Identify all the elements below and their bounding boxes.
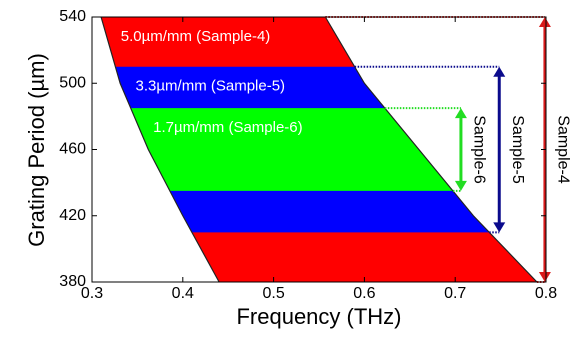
y-axis-title: Grating Period (µm) <box>24 53 49 247</box>
band-label: 1.7µm/mm (Sample-6) <box>153 119 303 136</box>
x-tick-label: 0.5 <box>262 285 284 302</box>
x-axis-title: Frequency (THz) <box>236 304 401 329</box>
x-tick-label: 0.8 <box>535 285 557 302</box>
boundary-line <box>324 16 538 283</box>
arrow-label: Sample-4 <box>555 115 572 184</box>
arrow-label: Sample-6 <box>471 115 488 184</box>
y-tick-label: 420 <box>59 207 86 224</box>
x-tick-label: 0.6 <box>353 285 375 302</box>
y-tick-label: 460 <box>59 141 86 158</box>
x-tick-label: 0.7 <box>444 285 466 302</box>
y-tick-label: 540 <box>59 8 86 25</box>
x-tick-label: 0.3 <box>81 285 103 302</box>
arrow-head <box>538 272 551 282</box>
arrow-head <box>493 222 506 233</box>
boundary-line <box>100 16 220 283</box>
band-label: 5.0µm/mm (Sample-4) <box>121 28 271 45</box>
arrow-head <box>538 17 551 27</box>
band <box>130 108 453 191</box>
arrow-head <box>454 108 467 119</box>
arrow-label: Sample-5 <box>509 115 526 184</box>
arrow-head <box>493 66 506 77</box>
x-tick-label: 0.4 <box>172 285 194 302</box>
y-tick-label: 500 <box>59 74 86 91</box>
band-label: 3.3µm/mm (Sample-5) <box>136 78 286 95</box>
arrow-head <box>454 180 467 191</box>
y-tick-label: 380 <box>59 273 86 290</box>
